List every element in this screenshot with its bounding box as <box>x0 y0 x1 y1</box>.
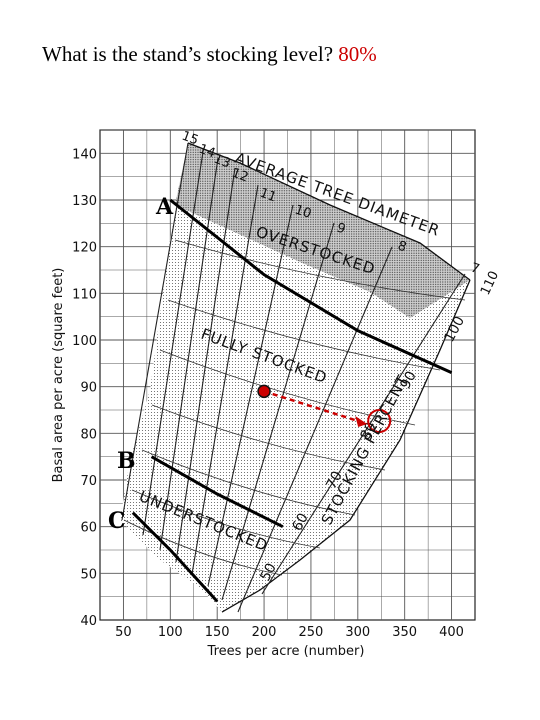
diameter-label: 14 <box>197 142 218 162</box>
x-tick-label: 150 <box>205 625 230 640</box>
stocking-contour <box>141 449 356 516</box>
curve-a <box>169 198 453 375</box>
curve-c <box>131 511 219 603</box>
stocking-label: 50 <box>257 561 279 584</box>
diameter-line <box>142 151 204 536</box>
diameter-label: 12 <box>230 166 251 186</box>
stocking-label: 80 <box>357 420 379 443</box>
x-tick-label: 250 <box>299 625 324 640</box>
x-tick-label: 350 <box>392 625 417 640</box>
stocking-contour <box>151 404 386 471</box>
diameter-label: 10 <box>293 203 313 222</box>
stocking-contour <box>131 489 321 549</box>
stocking-contour <box>159 349 416 426</box>
x-tick-label: 300 <box>345 625 370 640</box>
overstocked-region <box>175 143 470 318</box>
diameter-line <box>221 222 335 601</box>
upper-boundary <box>187 142 471 281</box>
diameter-line <box>207 204 294 587</box>
y-tick-label: 40 <box>80 614 97 629</box>
x-tick-label: 200 <box>252 625 277 640</box>
stocking-contour <box>174 239 466 301</box>
stocking-label: 60 <box>289 511 311 534</box>
diameter-label: 7 <box>469 261 482 278</box>
diameter-line <box>237 246 393 613</box>
curve-label-a: A <box>155 194 174 220</box>
stocking-contour <box>123 519 283 576</box>
stand-point <box>257 384 271 399</box>
result-circle <box>367 409 392 433</box>
stocking-label: 90 <box>397 369 419 392</box>
axis-ticks: 50 100 150 200 250 300 350 400 40 50 60 70 80 90 100 11… <box>72 147 464 640</box>
stand-arrow-head <box>355 416 368 427</box>
curve-label-c: C <box>108 508 126 534</box>
stocking-contour <box>167 299 441 371</box>
stocking-regions <box>120 142 471 613</box>
stocking-contours <box>123 239 466 576</box>
stocking-label: 70 <box>323 469 345 492</box>
y-tick-label: 120 <box>72 241 97 256</box>
y-tick-label: 50 <box>80 567 97 582</box>
diameter-line <box>175 167 236 563</box>
y-tick-label: 60 <box>80 521 97 536</box>
x-tick-label: 50 <box>115 625 132 640</box>
x-axis-title: Trees per acre (number) <box>207 644 365 659</box>
question-label: What is the stand’s stocking level? <box>42 42 334 66</box>
diameter-label: 15 <box>180 129 201 149</box>
stocking-curves <box>131 198 453 603</box>
y-tick-label: 70 <box>80 474 97 489</box>
diameter-label: 13 <box>212 152 233 172</box>
x-tick-label: 400 <box>439 625 464 640</box>
y-tick-label: 90 <box>80 381 97 396</box>
diameter-label-110: 110 <box>478 269 502 298</box>
x-tick-label: 100 <box>158 625 183 640</box>
y-tick-label: 100 <box>72 334 97 349</box>
answer-value: 80% <box>338 42 377 66</box>
diameter-line <box>159 157 219 551</box>
question-text: What is the stand’s stocking level? 80% <box>42 42 522 67</box>
y-axis-title: Basal area per acre (square feet) <box>51 268 66 483</box>
y-tick-label: 130 <box>72 194 97 209</box>
stand-arrow-line <box>263 390 362 424</box>
curve-label-b: B <box>117 448 136 474</box>
curve-b <box>150 455 284 529</box>
diameter-line <box>261 273 466 595</box>
y-tick-label: 140 <box>72 147 97 162</box>
y-tick-label: 80 <box>80 427 97 442</box>
diameter-label: 11 <box>258 186 279 206</box>
diameter-line <box>191 184 259 575</box>
y-tick-label: 110 <box>72 287 97 302</box>
outer-boundary <box>221 279 471 613</box>
